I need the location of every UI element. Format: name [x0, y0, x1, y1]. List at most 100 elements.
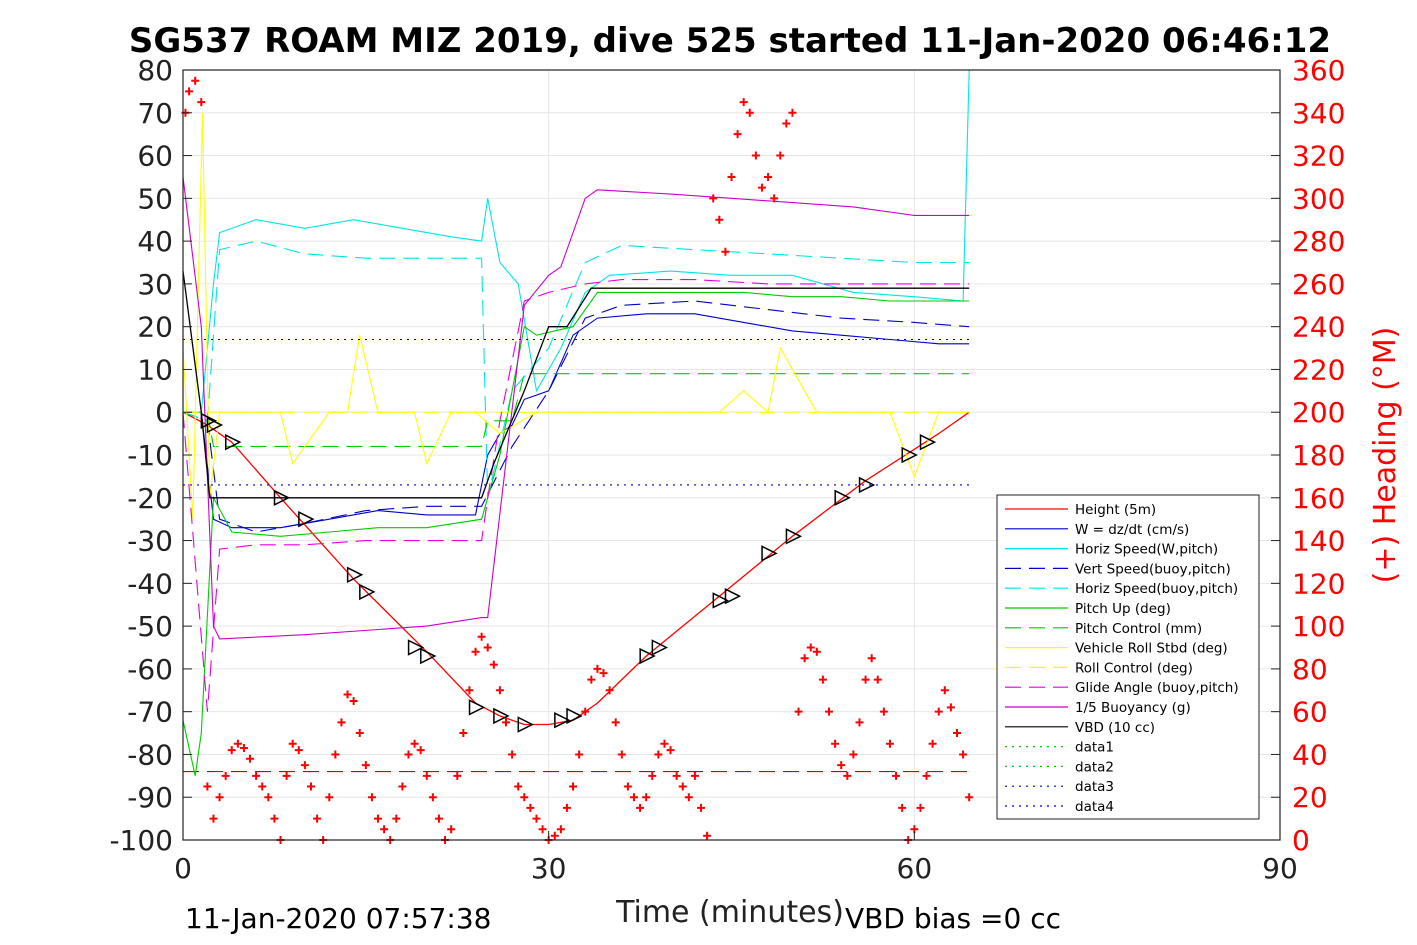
heading-point-128: [959, 750, 968, 759]
heading-point-89: [721, 247, 730, 256]
series-line-0: [182, 411, 970, 726]
right-tick-label-9: 180: [1292, 439, 1345, 472]
legend-label-12: data1: [1075, 740, 1114, 756]
heading-point-45: [453, 771, 462, 780]
heading-point-20: [300, 761, 309, 770]
right-axis-ticks: 3603403203002802602402202001801601401201…: [1271, 54, 1345, 857]
heading-point-73: [623, 782, 632, 791]
legend-label-15: data4: [1075, 799, 1114, 815]
right-tick-label-3: 300: [1292, 182, 1345, 215]
left-axis-ticks: 80 70 60 50 40 30 20 10 0 -10 -20 -30 -40 -50 -60 -70 -8…: [109, 54, 192, 857]
heading-point-54: [508, 750, 517, 759]
depth-triangle-6: [359, 583, 376, 601]
left-tick-label-0: 80: [137, 54, 173, 87]
legend-label-7: Vehicle Roll Stbd (deg): [1075, 641, 1228, 657]
heading-point-95: [757, 183, 766, 192]
left-tick-label-2: 60: [137, 140, 173, 173]
heading-point-50: [483, 643, 492, 652]
depth-triangle-0: [200, 412, 218, 429]
heading-point-104: [812, 647, 821, 656]
heading-point-39: [416, 746, 425, 755]
heading-point-46: [459, 729, 468, 738]
heading-point-37: [404, 750, 413, 759]
heading-point-30: [361, 761, 370, 770]
left-tick-label-10: -20: [127, 482, 173, 515]
heading-point-69: [599, 669, 608, 678]
heading-point-65: [575, 750, 584, 759]
heading-point-92: [739, 98, 748, 107]
legend: Height (5m) W = dz/dt (cm/s) Horiz Speed(W…: [996, 494, 1260, 820]
heading-point-58: [532, 814, 541, 823]
depth-triangle-14: [639, 647, 656, 665]
legend-label-2: Horiz Speed(W,pitch): [1075, 542, 1218, 558]
heading-point-64: [569, 782, 578, 791]
heading-point-103: [806, 643, 815, 652]
series-line-1: [183, 313, 970, 529]
right-tick-label-17: 20: [1292, 781, 1328, 814]
heading-point-105: [818, 675, 827, 684]
legend-label-9: Glide Angle (buoy,pitch): [1075, 680, 1239, 696]
heading-point-94: [751, 151, 760, 160]
series-line-11: [182, 271, 970, 499]
left-tick-label-1: 70: [137, 97, 173, 130]
heading-point-80: [666, 746, 675, 755]
heading-point-81: [672, 771, 681, 780]
heading-point-85: [697, 803, 706, 812]
heading-point-116: [885, 739, 894, 748]
heading-point-29: [355, 729, 364, 738]
series-line-3: [182, 300, 970, 533]
heading-point-99: [782, 119, 791, 128]
left-tick-label-4: 40: [137, 225, 173, 258]
heading-point-78: [654, 750, 663, 759]
left-tick-label-17: -90: [127, 781, 173, 814]
heading-point-15: [270, 814, 279, 823]
heading-point-31: [367, 793, 376, 802]
left-tick-label-16: -80: [127, 738, 173, 771]
left-tick-label-14: -60: [127, 653, 173, 686]
heading-point-17: [282, 771, 291, 780]
left-tick-label-6: 20: [137, 311, 173, 344]
legend-label-11: VBD (10 cc): [1075, 720, 1155, 736]
left-tick-label-18: -100: [109, 824, 173, 857]
heading-point-97: [770, 194, 779, 203]
x-tick-label-1: 30: [531, 852, 567, 885]
depth-triangle-9: [468, 699, 486, 716]
heading-point-67: [587, 675, 596, 684]
heading-point-91: [733, 130, 742, 139]
depth-triangle-10: [493, 707, 510, 725]
heading-point-9: [233, 739, 242, 748]
heading-point-24: [325, 793, 334, 802]
left-tick-label-3: 50: [137, 182, 173, 215]
heading-point-71: [611, 718, 620, 727]
depth-triangle-12: [554, 712, 571, 729]
series-line-5: [182, 291, 970, 776]
right-tick-label-1: 340: [1292, 97, 1345, 130]
heading-point-35: [392, 814, 401, 823]
heading-point-38: [410, 739, 419, 748]
heading-point-114: [873, 675, 882, 684]
heading-point-102: [800, 654, 809, 663]
heading-point-124: [934, 707, 943, 716]
heading-point-90: [727, 172, 736, 181]
legend-label-13: data2: [1075, 759, 1114, 775]
heading-point-98: [776, 151, 785, 160]
series-line-9: [182, 279, 970, 712]
depth-triangle-7: [407, 639, 425, 656]
right-tick-label-7: 220: [1292, 353, 1345, 386]
depth-triangle-3: [273, 489, 291, 506]
heading-point-51: [489, 660, 498, 669]
heading-point-113: [867, 654, 876, 663]
heading-point-117: [892, 771, 901, 780]
depth-triangle-19: [785, 528, 803, 545]
heading-point-75: [636, 803, 645, 812]
heading-point-76: [642, 793, 651, 802]
heading-point-21: [306, 782, 315, 791]
legend-label-10: 1/5 Buoyancy (g): [1075, 700, 1191, 716]
heading-point-14: [264, 793, 273, 802]
heading-point-74: [629, 793, 638, 802]
heading-point-13: [258, 782, 267, 791]
right-tick-label-14: 80: [1292, 653, 1328, 686]
heading-point-107: [831, 739, 840, 748]
